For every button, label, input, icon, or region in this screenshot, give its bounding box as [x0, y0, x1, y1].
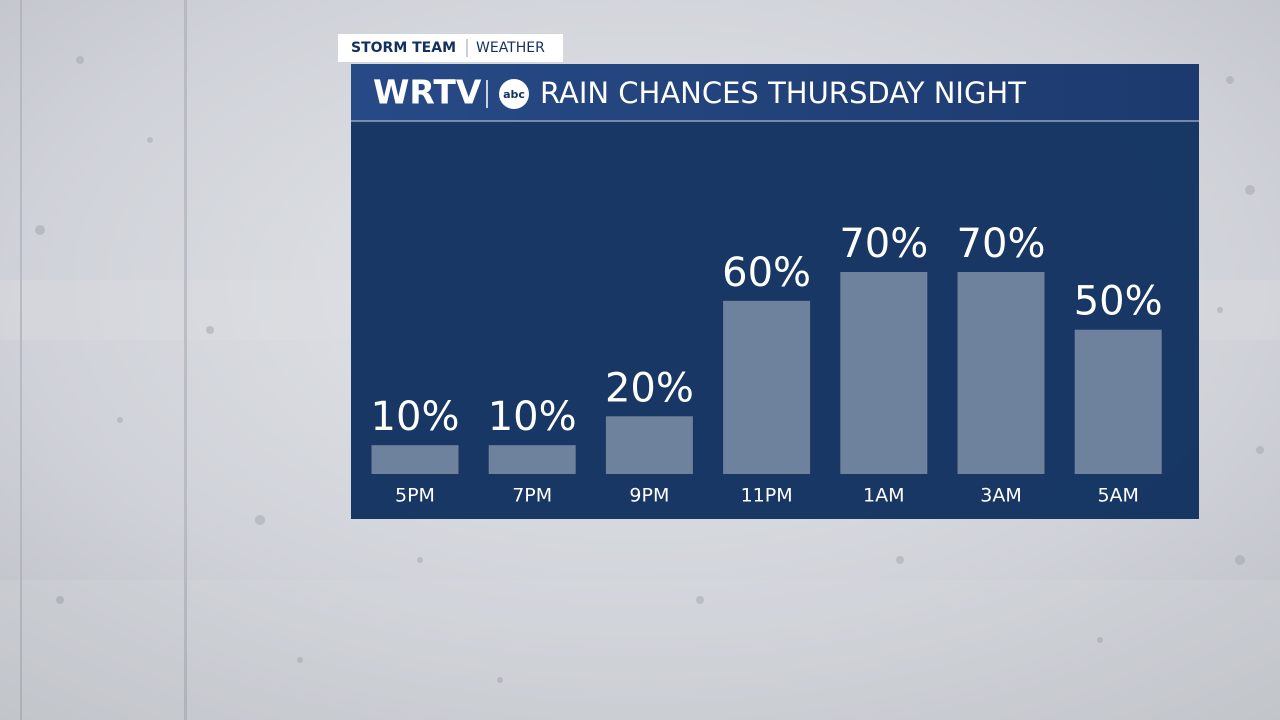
bar	[840, 272, 928, 474]
network: abc	[503, 88, 525, 101]
x-tick-label: 1AM	[863, 485, 904, 507]
x-tick-label: 5PM	[395, 485, 435, 507]
tag: STORM TEAM	[351, 40, 456, 56]
x-tick-label: 5AM	[1097, 485, 1138, 507]
bar	[723, 300, 811, 474]
x-tick-label: 9PM	[629, 485, 669, 507]
bar	[488, 445, 576, 474]
chart-title: RAIN CHANCES THURSDAY NIGHT	[540, 76, 1026, 110]
panel-header	[351, 64, 1199, 121]
bar	[1074, 329, 1162, 474]
value-label: 70%	[957, 221, 1046, 267]
network-logo	[499, 79, 529, 109]
plot: 10% 5PM 10% 7PM 20% 9PM 60% 11PM 70% 1AM 70% 3AM 50%…	[371, 221, 1163, 507]
x-tick-label: 7PM	[512, 485, 552, 507]
value-label: 10%	[371, 394, 460, 440]
station: WRTV	[373, 73, 482, 112]
value-label: 70%	[839, 221, 928, 267]
bar	[957, 272, 1045, 474]
x-tick-label: 3AM	[980, 485, 1021, 507]
x-tick-label: 11PM	[741, 485, 793, 507]
value-label: 50%	[1074, 279, 1163, 325]
section: WEATHER	[476, 40, 545, 56]
value-label: 20%	[605, 365, 694, 411]
value-label: 60%	[722, 250, 811, 296]
tag-box	[338, 34, 563, 62]
bar	[371, 445, 459, 474]
bar	[605, 416, 693, 474]
value-label: 10%	[488, 394, 577, 440]
